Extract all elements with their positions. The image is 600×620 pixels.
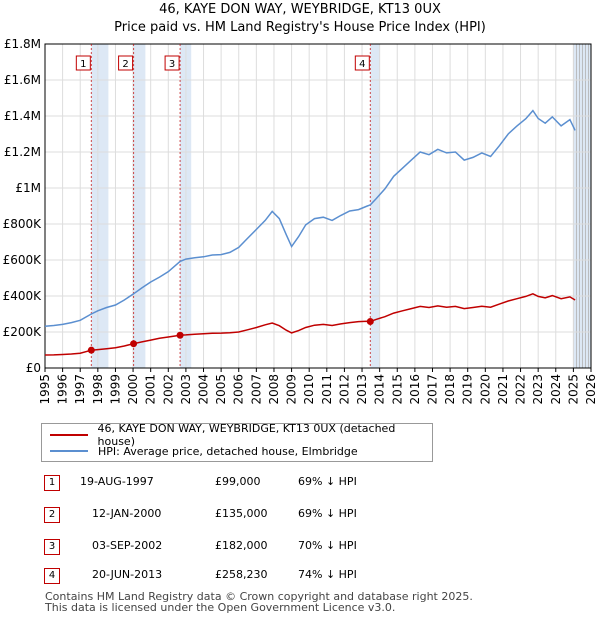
x-tick-label: 2020 <box>478 374 492 405</box>
y-tick-label: £800K <box>3 217 43 231</box>
y-tick-label: £0 <box>26 361 41 375</box>
sale-point-1 <box>87 346 95 354</box>
x-tick-label: 2013 <box>355 374 369 405</box>
legend-item-hpi: HPI: Average price, detached house, Elmb… <box>50 443 358 459</box>
series-line-hpi <box>44 109 576 327</box>
sale-point-4 <box>366 318 374 326</box>
marker-box-2 <box>118 55 134 71</box>
x-tick-label: 2015 <box>390 374 404 405</box>
x-tick-label: 2006 <box>232 374 246 405</box>
y-tick-label: £600K <box>3 253 43 267</box>
shaded-span-1 <box>91 44 109 368</box>
x-tick-label: 1996 <box>56 374 70 405</box>
transaction-marker-3: 3 <box>44 539 60 555</box>
x-tick-label: 2007 <box>249 374 263 405</box>
x-tick-label: 2025 <box>566 374 580 405</box>
x-tick-label: 1995 <box>38 374 52 405</box>
legend-line-hpi <box>50 450 88 452</box>
y-tick-label: £1.6M <box>4 73 41 87</box>
transaction-marker-1: 1 <box>44 475 60 491</box>
x-tick-label: 2016 <box>408 374 422 405</box>
x-tick-label: 2023 <box>531 374 545 405</box>
marker-box-3 <box>164 55 180 71</box>
x-tick-label: 1997 <box>73 374 87 405</box>
transaction-price: £135,000 <box>215 507 268 520</box>
transaction-date: 19-AUG-1997 <box>80 475 154 488</box>
x-tick-label: 2024 <box>549 374 563 405</box>
marker-box-1 <box>75 55 91 71</box>
x-tick-label: 2004 <box>197 374 211 405</box>
chart-subtitle: Price paid vs. HM Land Registry's House … <box>114 20 486 35</box>
marker-label-1: 1 <box>80 59 86 70</box>
legend-label-hpi: HPI: Average price, detached house, Elmb… <box>98 444 358 458</box>
legend-label-price-paid: 46, KAYE DON WAY, WEYBRIDGE, KT13 0UX (d… <box>97 422 396 448</box>
sale-point-3 <box>176 331 184 339</box>
sale-point-2 <box>130 340 138 348</box>
x-tick-label: 2000 <box>126 374 140 405</box>
x-tick-label: 2012 <box>337 374 351 405</box>
x-tick-label: 2014 <box>373 374 387 405</box>
transaction-hpi: 69% ↓ HPI <box>298 475 357 488</box>
x-tick-label: 1999 <box>108 374 122 405</box>
y-tick-label: £1.8M <box>4 37 41 51</box>
y-tick-label: £1M <box>15 181 41 195</box>
series-line-price-paid <box>44 292 576 356</box>
transaction-date: 20-JUN-2013 <box>92 568 163 581</box>
transaction-hpi: 70% ↓ HPI <box>298 539 357 552</box>
transaction-hpi: 74% ↓ HPI <box>298 568 357 581</box>
transaction-price: £182,000 <box>215 539 268 552</box>
x-tick-label: 1998 <box>91 374 105 405</box>
x-tick-label: 2018 <box>443 374 457 405</box>
marker-box-4 <box>354 55 370 71</box>
y-tick-label: £1.4M <box>4 109 41 123</box>
marker-label-3: 3 <box>169 59 175 70</box>
shaded-span-4 <box>370 44 380 368</box>
shaded-span-2 <box>133 44 146 368</box>
plot-frame <box>44 43 592 369</box>
transaction-hpi: 69% ↓ HPI <box>298 507 357 520</box>
x-tick-label: 2005 <box>214 374 228 405</box>
x-tick-label: 2001 <box>144 374 158 405</box>
price-chart: £0 £200K £400K £600K £800K £1M £1.2M £1.4M £1.6M… <box>3 37 598 405</box>
chart-legend: 46, KAYE DON WAY, WEYBRIDGE, KT13 0UX (d… <box>41 422 433 462</box>
x-tick-label: 2002 <box>161 374 175 405</box>
x-tick-label: 2011 <box>320 374 334 405</box>
marker-label-2: 2 <box>122 59 128 70</box>
transaction-date: 03-SEP-2002 <box>92 539 163 552</box>
x-tick-label: 2003 <box>179 374 193 405</box>
marker-label-4: 4 <box>359 59 365 70</box>
x-tick-label: 2009 <box>285 374 299 405</box>
footer-copyright: Contains HM Land Registry data © Crown c… <box>45 590 473 603</box>
x-tick-label: 2021 <box>496 374 510 405</box>
y-tick-label: £1.2M <box>4 145 41 159</box>
x-tick-label: 2026 <box>584 374 598 405</box>
x-tick-label: 2022 <box>514 374 528 405</box>
x-tick-label: 2010 <box>302 374 316 405</box>
legend-item-price-paid: 46, KAYE DON WAY, WEYBRIDGE, KT13 0UX (d… <box>50 422 432 448</box>
x-tick-label: 2019 <box>461 374 475 405</box>
x-tick-label: 2017 <box>425 374 439 405</box>
chart-title: 46, KAYE DON WAY, WEYBRIDGE, KT13 0UX <box>159 2 441 17</box>
transaction-date: 12-JAN-2000 <box>92 507 162 520</box>
transaction-price: £99,000 <box>215 475 261 488</box>
transaction-marker-4: 4 <box>44 568 60 584</box>
y-tick-label: £200K <box>3 325 43 339</box>
transaction-marker-2: 2 <box>44 507 60 523</box>
x-tick-label: 2008 <box>267 374 281 405</box>
footer-licence: This data is licensed under the Open Gov… <box>45 601 396 614</box>
y-tick-label: £400K <box>3 289 43 303</box>
transaction-price: £258,230 <box>215 568 268 581</box>
legend-line-price-paid <box>50 434 88 436</box>
